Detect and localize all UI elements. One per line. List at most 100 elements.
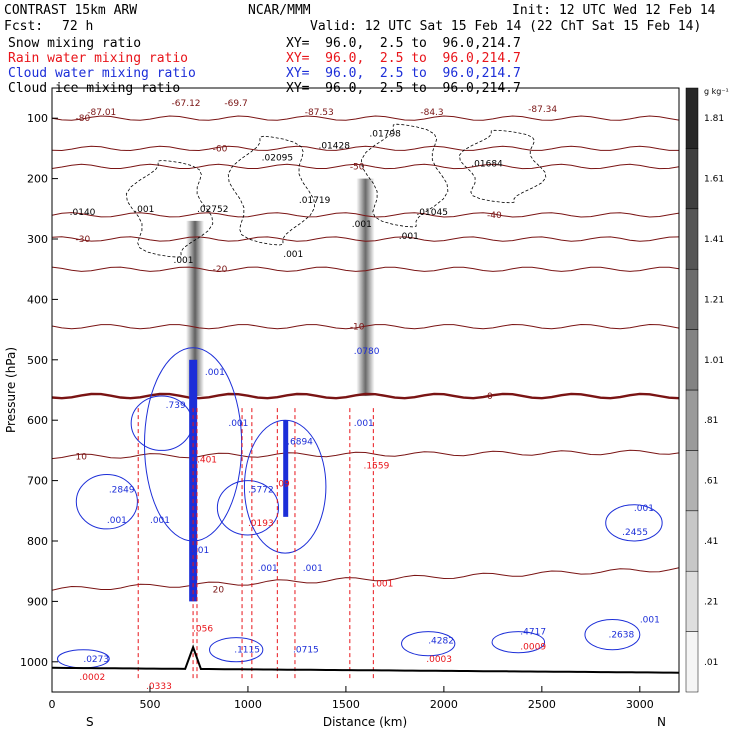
x-tick-label: 2000 bbox=[430, 698, 458, 711]
extremum-label: .001 bbox=[189, 546, 209, 556]
colorbar-tick-label: 1.01 bbox=[704, 356, 724, 366]
plot-area: -80 -60 -50 -40 -30 -20 -10 0 10 20 -87.01 -67.12 -6… bbox=[52, 99, 679, 692]
y-tick-label: 700 bbox=[27, 475, 48, 488]
extremum-label: .01719 bbox=[299, 196, 331, 206]
extremum-label: -84.3 bbox=[420, 108, 443, 118]
temperature-contour bbox=[52, 212, 679, 218]
extremum-label: .01684 bbox=[471, 160, 503, 170]
temperature-contour-label: -40 bbox=[487, 211, 502, 221]
temperature-contour-label: -30 bbox=[76, 235, 91, 245]
extremum-label: -87.53 bbox=[305, 108, 334, 118]
x-axis-label: Distance (km) bbox=[323, 715, 407, 729]
colorbar-tick-label: .01 bbox=[704, 658, 718, 668]
extremum-label: .4282 bbox=[428, 637, 454, 647]
colorbar-tick-label: .81 bbox=[704, 416, 718, 426]
x-tick-label: 0 bbox=[49, 698, 56, 711]
colorbar-tick-label: 1.41 bbox=[704, 235, 724, 245]
extremum-label: .056 bbox=[193, 625, 213, 635]
valid-time: Valid: 12 UTC Sat 15 Feb 14 (22 ChT Sat … bbox=[310, 19, 702, 34]
temperature-contour-label: 20 bbox=[213, 585, 225, 595]
extremum-label: .001 bbox=[640, 616, 660, 626]
extremum-label: .0193 bbox=[248, 519, 274, 529]
extremum-label: .001 bbox=[373, 579, 393, 589]
colorbar-tick-label: 1.81 bbox=[704, 114, 724, 124]
x-tick-label: 2500 bbox=[528, 698, 556, 711]
x-tick-label: 1500 bbox=[332, 698, 360, 711]
cloud-ice-contour bbox=[227, 135, 316, 246]
temperature-contour bbox=[52, 145, 679, 152]
extremum-label: -87.34 bbox=[528, 105, 557, 115]
temperature-contour-label: -80 bbox=[76, 114, 91, 124]
center-label: NCAR/MMM bbox=[248, 3, 311, 18]
y-tick-label: 100 bbox=[27, 112, 48, 125]
temperature-contour-label: -10 bbox=[350, 323, 365, 333]
extremum-label: .02095 bbox=[262, 153, 294, 163]
extremum-label: .0003 bbox=[426, 655, 452, 665]
extremum-label: .6894 bbox=[287, 437, 313, 447]
y-tick-label: 900 bbox=[27, 595, 48, 608]
temperature-contour bbox=[52, 266, 679, 272]
extremum-label: .0273 bbox=[83, 655, 109, 665]
extremum-label: .01798 bbox=[369, 129, 401, 139]
colorbar-bin bbox=[685, 570, 699, 632]
extremum-label: .001 bbox=[228, 419, 248, 429]
extremum-label: .401 bbox=[197, 455, 217, 465]
extremum-label: .0140 bbox=[70, 208, 96, 218]
extremum-label: -87.01 bbox=[87, 108, 116, 118]
terrain-line bbox=[52, 644, 679, 674]
colorbar-tick-label: 1.61 bbox=[704, 175, 724, 185]
colorbar-unit: g kg⁻¹ bbox=[704, 87, 729, 96]
y-tick-label: 200 bbox=[27, 173, 48, 186]
extremum-label: .001 bbox=[399, 232, 419, 242]
cloud-water-contour bbox=[401, 631, 456, 657]
colorbar-bin bbox=[685, 450, 699, 512]
model-title: CONTRAST 15km ARW bbox=[4, 3, 138, 18]
field-xy-snow: XY= 96.0, 2.5 to 96.0,214.7 bbox=[286, 36, 521, 51]
cloud-ice-contour bbox=[458, 129, 547, 204]
colorbar-tick-label: .21 bbox=[704, 597, 718, 607]
temperature-contour bbox=[52, 567, 679, 591]
extremum-label: .2455 bbox=[622, 528, 648, 538]
x-tick-label: 1000 bbox=[234, 698, 262, 711]
y-tick-label: 800 bbox=[27, 535, 48, 548]
temperature-contour-label: -50 bbox=[350, 163, 365, 173]
colorbar-bin bbox=[685, 268, 699, 330]
field-label-cloud-water: Cloud water mixing ratio bbox=[8, 66, 196, 81]
extremum-label: .001 bbox=[107, 516, 127, 526]
init-time: Init: 12 UTC Wed 12 Feb 14 bbox=[512, 3, 716, 18]
extremum-label: .001 bbox=[173, 256, 193, 266]
extremum-label: .02752 bbox=[197, 205, 229, 215]
temperature-contour bbox=[52, 449, 679, 460]
extremum-label: .001 bbox=[634, 504, 654, 514]
extremum-label: .001 bbox=[303, 564, 323, 574]
extremum-label: .01428 bbox=[318, 141, 350, 151]
extremum-label: .001 bbox=[150, 516, 170, 526]
extremum-label: .4717 bbox=[520, 628, 546, 638]
extremum-label: .0002 bbox=[79, 673, 105, 683]
cloud-ice-contour bbox=[360, 123, 449, 228]
extremum-label: .001 bbox=[352, 220, 372, 230]
extremum-label: .01045 bbox=[416, 208, 448, 218]
colorbar-bin bbox=[685, 510, 699, 572]
cloud-water-contour bbox=[209, 637, 264, 663]
temperature-contour-label: -20 bbox=[213, 265, 228, 275]
temperature-contour-label: 0 bbox=[487, 392, 493, 402]
extremum-label: .001 bbox=[354, 419, 374, 429]
forecast-label: Fcst: bbox=[4, 19, 44, 34]
south-label: S bbox=[86, 715, 94, 729]
extremum-label: .5772 bbox=[248, 486, 274, 496]
forecast-hour: 72 h bbox=[62, 19, 94, 34]
colorbar: .01 .21 .41 .61 .81 1.01 1.21 1.41 1.61 1.81 bbox=[685, 87, 724, 693]
colorbar-bin bbox=[685, 329, 699, 391]
y-tick-label: 500 bbox=[27, 354, 48, 367]
x-tick-label: 3000 bbox=[626, 698, 654, 711]
extremum-label: .1115 bbox=[234, 646, 260, 656]
colorbar-bin bbox=[685, 87, 699, 149]
cloud-water-core bbox=[283, 420, 289, 517]
y-tick-label: 1000 bbox=[20, 656, 48, 669]
temperature-contour bbox=[52, 323, 679, 330]
y-axis-label: Pressure (hPa) bbox=[4, 347, 18, 433]
extremum-label: .001 bbox=[283, 250, 303, 260]
extremum-label: .001 bbox=[134, 205, 154, 215]
